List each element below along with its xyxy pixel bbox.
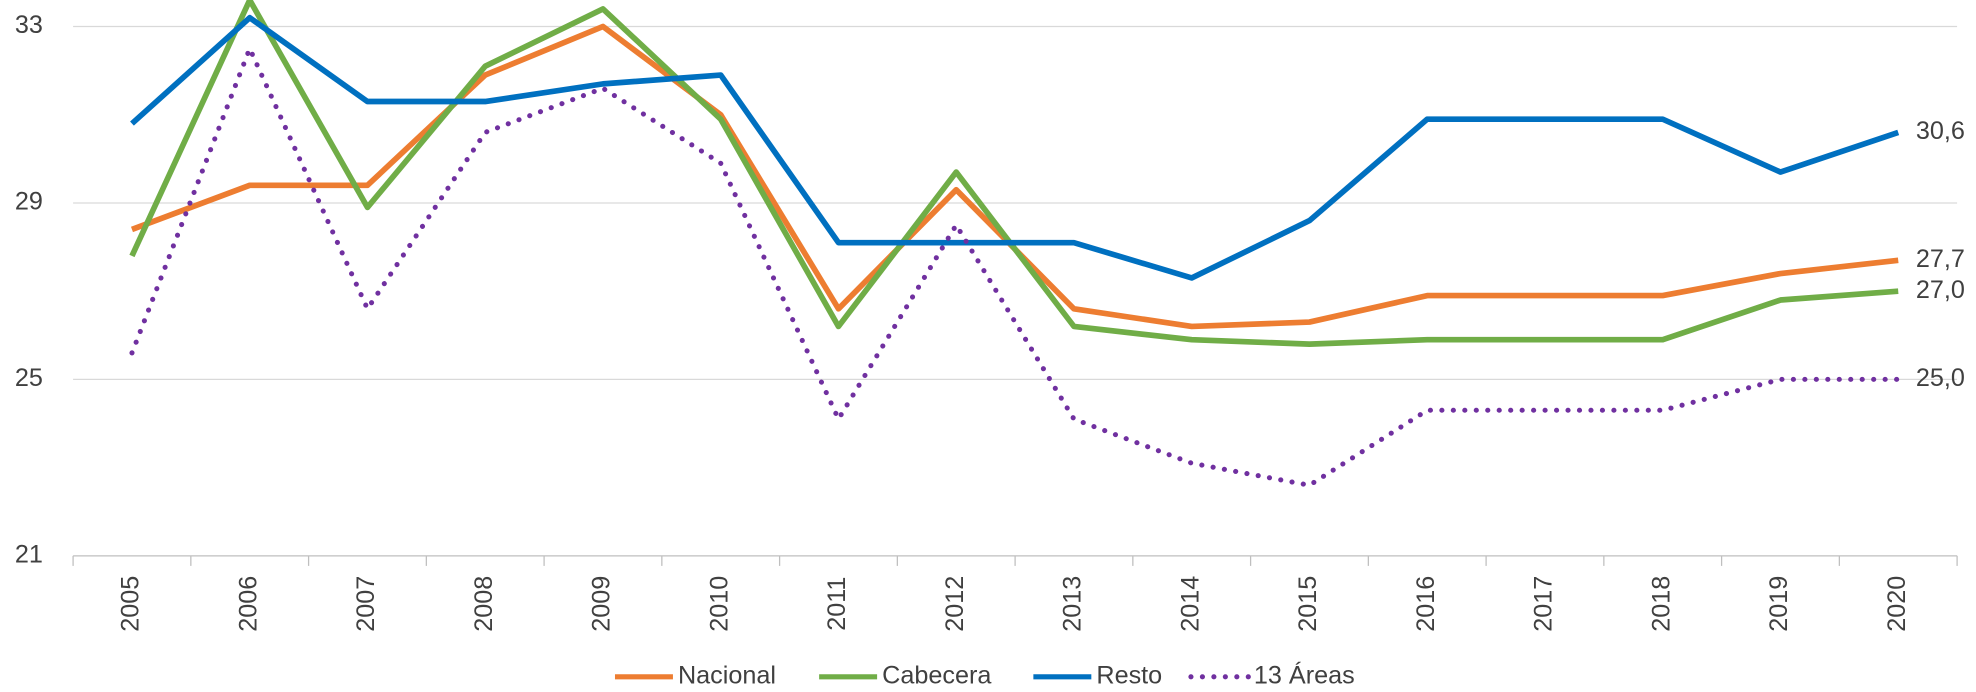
x-tick-label: 2013 (1059, 576, 1087, 632)
y-tick-label: 25 (15, 364, 43, 392)
series-line (129, 46, 1901, 488)
x-tick-label: 2011 (823, 577, 851, 631)
x-tick-label: 2005 (117, 576, 145, 632)
data-label: 27,7 (1916, 245, 1965, 273)
x-tick-label: 2006 (234, 576, 262, 632)
x-tick-label: 2020 (1883, 576, 1911, 632)
y-tick-label: 33 (15, 11, 43, 39)
x-tick-label: 2016 (1412, 576, 1440, 632)
x-tick-label: 2008 (470, 576, 498, 632)
x-tick-label: 2018 (1647, 576, 1675, 632)
series-line (129, 0, 1899, 347)
x-tick-label: 2015 (1294, 576, 1322, 632)
x-tick-label: 2014 (1176, 576, 1204, 632)
legend-label: Nacional (678, 661, 776, 689)
x-tick-label: 2009 (588, 576, 616, 632)
y-tick-label: 21 (15, 540, 43, 568)
x-tick-label: 2007 (352, 576, 380, 632)
legend-label: Resto (1096, 661, 1162, 689)
x-tick-label: 2012 (941, 576, 969, 632)
data-label: 30,6 (1916, 117, 1965, 145)
legend-label: 13 Áreas (1254, 660, 1355, 689)
x-tick-label: 2017 (1530, 576, 1558, 632)
data-label: 27,0 (1916, 276, 1965, 304)
data-label: 25,0 (1916, 364, 1965, 392)
x-tick-label: 2010 (705, 576, 733, 632)
y-tick-label: 29 (15, 188, 43, 216)
series-line (130, 14, 1900, 281)
x-tick-label: 2019 (1765, 576, 1793, 632)
legend-label: Cabecera (882, 661, 992, 689)
